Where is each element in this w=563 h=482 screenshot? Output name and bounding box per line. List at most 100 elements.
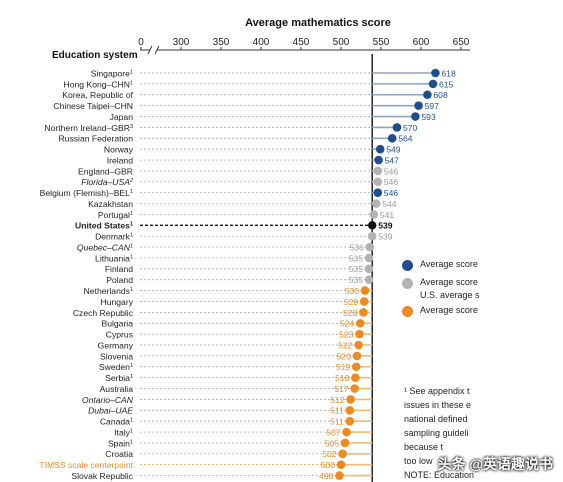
data-point-kazakhstan bbox=[371, 199, 381, 208]
tick-label-300: 300 bbox=[173, 37, 190, 48]
row-footnote-belgium-flemish-bel: 1 bbox=[130, 189, 133, 195]
data-point-australia bbox=[350, 384, 359, 393]
row-footnote-lithuania: 1 bbox=[130, 254, 133, 260]
row-label-ireland: Ireland bbox=[107, 155, 133, 165]
data-point-singapore bbox=[431, 68, 440, 78]
data-point-italy bbox=[342, 427, 351, 437]
data-point-finland bbox=[364, 264, 374, 274]
row-label-serbia: Serbia1 bbox=[105, 373, 133, 383]
data-point-timss-scale-centerpoint bbox=[336, 460, 346, 469]
tick-label-350: 350 bbox=[213, 37, 230, 48]
value-label-timss-scale-centerpoint: 500 bbox=[321, 460, 336, 470]
value-label-ireland: 547 bbox=[385, 155, 400, 165]
value-label-cyprus: 523 bbox=[339, 330, 354, 340]
row-label-quebec-can: Quebec–CAN1 bbox=[77, 242, 133, 252]
watermark: 头条 @英语趣说书 bbox=[437, 456, 553, 472]
value-label-singapore: 618 bbox=[441, 68, 456, 78]
value-label-poland: 535 bbox=[349, 275, 364, 285]
value-label-netherlands: 530 bbox=[345, 286, 360, 296]
value-label-canada: 511 bbox=[330, 417, 344, 427]
row-footnote-hong-kong-chn: 1 bbox=[130, 80, 133, 86]
row-label-australia: Australia bbox=[100, 384, 134, 394]
data-point-serbia bbox=[351, 373, 360, 382]
row-label-northern-ireland-gbr: Northern Ireland–GBR3 bbox=[44, 123, 133, 133]
row-label-lithuania: Lithuania1 bbox=[95, 253, 133, 263]
value-label-florida-usa: 546 bbox=[384, 177, 399, 187]
tick-label-400: 400 bbox=[253, 37, 270, 48]
tick-label-0: 0 bbox=[138, 37, 144, 48]
value-label-serbia: 518 bbox=[335, 373, 350, 383]
data-point-denmark bbox=[367, 231, 377, 241]
row-label-ontario-can: Ontario–CAN bbox=[82, 395, 134, 405]
legend-label-us-average: U.S. average s bbox=[420, 290, 480, 300]
legend-label-lower: Average score bbox=[420, 305, 478, 315]
row-label-florida-usa: Florida–USA2 bbox=[81, 177, 133, 187]
value-label-germany: 522 bbox=[338, 340, 353, 350]
row-label-united-states: United States1 bbox=[75, 221, 133, 231]
note-line-2: issues in these e bbox=[404, 400, 472, 410]
row-footnote-netherlands: 1 bbox=[130, 287, 133, 293]
legend-swatch-higher bbox=[402, 260, 413, 271]
data-point-ontario-can bbox=[346, 395, 355, 404]
row-footnote-portugal: 1 bbox=[130, 211, 133, 217]
value-label-dubai-uae: 511 bbox=[330, 406, 344, 416]
data-point-bulgaria bbox=[355, 318, 365, 328]
row-label-netherlands: Netherlands1 bbox=[84, 286, 133, 296]
note-line-3: national defined bbox=[404, 414, 468, 424]
value-label-slovak-republic: 498 bbox=[319, 471, 334, 481]
axis-break-mark-1 bbox=[147, 45, 153, 55]
data-point-poland bbox=[364, 275, 374, 285]
row-label-croatia: Croatia bbox=[105, 449, 133, 459]
tick-label-650: 650 bbox=[453, 37, 470, 48]
row-label-hungary: Hungary bbox=[101, 297, 134, 307]
data-point-canada bbox=[345, 416, 355, 426]
row-footnote-singapore: 1 bbox=[130, 69, 133, 75]
note-line-5: because t bbox=[404, 442, 444, 452]
data-point-ireland bbox=[374, 155, 383, 165]
row-label-england-gbr: England–GBR bbox=[78, 166, 133, 176]
tick-label-550: 550 bbox=[373, 37, 390, 48]
value-label-sweden: 519 bbox=[336, 362, 351, 372]
row-label-chinese-taipei-chn: Chinese Taipei–CHN bbox=[53, 101, 133, 111]
value-label-spain: 505 bbox=[325, 438, 340, 448]
row-label-bulgaria: Bulgaria bbox=[101, 319, 133, 329]
row-label-cyprus: Cyprus bbox=[106, 330, 133, 340]
row-footnote-serbia: 1 bbox=[130, 374, 133, 380]
legend-label-ns: Average score bbox=[420, 277, 478, 287]
row-footnote-sweden: 1 bbox=[130, 363, 133, 369]
row-label-timss-scale-centerpoint: TIMSS scale centerpoint bbox=[39, 460, 133, 470]
data-point-united-states bbox=[368, 221, 377, 230]
value-label-portugal: 541 bbox=[380, 210, 395, 220]
data-point-hungary bbox=[359, 297, 369, 306]
value-label-croatia: 502 bbox=[322, 449, 337, 459]
value-label-hungary: 529 bbox=[344, 297, 359, 307]
row-label-slovak-republic: Slovak Republic bbox=[71, 471, 133, 481]
value-label-quebec-can: 536 bbox=[349, 242, 364, 252]
data-point-korea-republic-of bbox=[423, 90, 432, 100]
data-point-spain bbox=[340, 438, 350, 448]
row-label-singapore: Singapore1 bbox=[91, 68, 133, 78]
data-point-croatia bbox=[338, 449, 347, 459]
row-footnote-united-states: 1 bbox=[130, 222, 133, 228]
row-label-slovenia: Slovenia bbox=[100, 351, 133, 361]
data-point-czech-republic bbox=[359, 308, 368, 317]
row-label-hong-kong-chn: Hong Kong–CHN1 bbox=[64, 79, 133, 89]
note-line-4: sampling guideli bbox=[404, 428, 469, 438]
row-label-poland: Poland bbox=[106, 275, 133, 285]
data-point-quebec-can bbox=[365, 242, 375, 252]
note-line-7: NOTE: Education bbox=[404, 470, 475, 480]
row-footnote-italy: 1 bbox=[130, 428, 133, 434]
row-label-czech-republic: Czech Republic bbox=[73, 308, 134, 318]
data-point-slovak-republic bbox=[335, 471, 344, 480]
note-line-1: ¹ See appendix t bbox=[404, 386, 470, 396]
row-label-germany: Germany bbox=[98, 340, 134, 350]
row-label-kazakhstan: Kazakhstan bbox=[88, 199, 133, 209]
row-label-sweden: Sweden1 bbox=[99, 362, 133, 372]
row-label-denmark: Denmark1 bbox=[95, 232, 133, 242]
value-label-australia: 517 bbox=[334, 384, 349, 394]
value-label-england-gbr: 546 bbox=[384, 166, 399, 176]
data-point-florida-usa bbox=[373, 177, 383, 187]
value-label-hong-kong-chn: 615 bbox=[439, 79, 454, 89]
row-label-dubai-uae: Dubai–UAE bbox=[88, 406, 133, 416]
row-label-russian-federation: Russian Federation bbox=[58, 134, 133, 144]
